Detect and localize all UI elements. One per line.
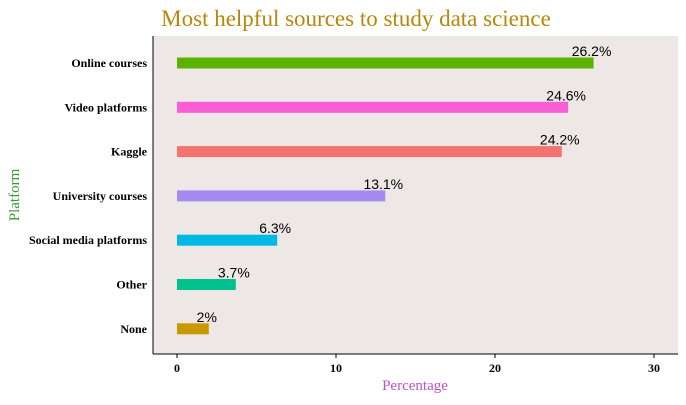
chart-title: Most helpful sources to study data scien… — [161, 6, 551, 31]
category-label-kaggle: Kaggle — [111, 145, 148, 159]
y-axis-title: Platform — [7, 168, 23, 221]
x-tick-label-0: 0 — [174, 361, 180, 375]
bar-online-courses — [177, 57, 594, 69]
x-axis-ticks: 0 10 20 30 — [174, 354, 660, 375]
category-label-university-courses: University courses — [53, 189, 148, 203]
category-label-online-courses: Online courses — [71, 56, 147, 70]
bar-kaggle — [177, 146, 562, 158]
category-label-social-media-platforms: Social media platforms — [29, 233, 147, 247]
value-label-social-media-platforms: 6.3% — [259, 220, 291, 236]
x-tick-label-10: 10 — [330, 361, 342, 375]
value-label-kaggle: 24.2% — [540, 132, 580, 148]
category-label-none: None — [120, 322, 147, 336]
category-label-other: Other — [116, 278, 147, 292]
x-tick-label-30: 30 — [648, 361, 660, 375]
category-label-video-platforms: Video platforms — [64, 100, 147, 114]
bars-group — [177, 57, 594, 335]
bar-video-platforms — [177, 101, 569, 113]
bar-other — [177, 279, 236, 290]
value-label-none: 2% — [197, 309, 217, 325]
value-label-video-platforms: 24.6% — [546, 87, 586, 103]
x-axis-title: Percentage — [382, 378, 448, 394]
value-labels: 26.2% 24.6% 24.2% 13.1% 6.3% 3.7% 2% — [197, 43, 612, 325]
value-label-university-courses: 13.1% — [363, 176, 403, 192]
value-label-other: 3.7% — [218, 265, 250, 281]
bar-university-courses — [177, 190, 386, 202]
x-tick-label-20: 20 — [489, 361, 501, 375]
value-label-online-courses: 26.2% — [572, 43, 612, 59]
bar-social-media-platforms — [177, 234, 278, 246]
category-labels: Online courses Video platforms Kaggle Unive… — [29, 56, 148, 336]
bar-none — [177, 323, 209, 335]
